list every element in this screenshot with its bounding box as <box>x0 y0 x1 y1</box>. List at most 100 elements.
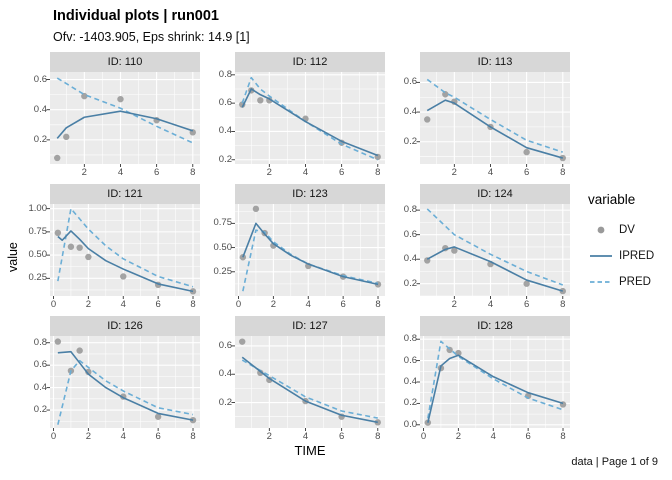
x-tick-label: 8 <box>375 431 381 442</box>
x-tick-label: 0 <box>50 431 57 442</box>
y-tick-label: 0.6 <box>218 339 232 351</box>
dv-point <box>63 133 70 141</box>
y-tick-label: 0.4 <box>218 368 232 380</box>
dv-point <box>154 413 162 420</box>
dv-point <box>424 116 431 123</box>
facet-id-128: ID: 128 0.0 0.2 0.4 0.6 0.8 0 2 4 6 8 <box>396 316 570 442</box>
facet-panel <box>231 204 385 299</box>
y-tick-label: 0.6 <box>218 97 232 109</box>
y-tick-label: 0.2 <box>403 135 417 147</box>
y-tick-label: 0.0 <box>403 418 417 430</box>
legend-key <box>588 274 614 290</box>
x-tick-label: 4 <box>117 167 124 178</box>
x-tick-label: 6 <box>338 167 345 178</box>
facet-grid: ID: 110 0.2 0.4 0.6 2 4 6 8 ID: 112 0.2 0.4 0.6 0.8 2… <box>26 52 570 442</box>
y-axis-title: value <box>6 242 20 272</box>
y-tick-label: 0.8 <box>403 333 417 345</box>
y-tick-label: 0.2 <box>33 404 47 416</box>
facet-id-110: ID: 110 0.2 0.4 0.6 2 4 6 8 <box>26 52 200 178</box>
ipred-line <box>241 356 378 424</box>
dashed-line-icon <box>590 281 612 283</box>
dv-point <box>117 95 124 103</box>
y-tick-label: 0.6 <box>403 354 417 366</box>
x-tick-label: 8 <box>190 431 196 442</box>
facet-panel <box>416 72 570 167</box>
x-tick-label: 4 <box>120 431 126 442</box>
y-tick-label: 0.4 <box>33 381 47 393</box>
ipred-line <box>426 246 564 292</box>
x-tick-label: 6 <box>525 431 531 442</box>
y-tick-label: 0.6 <box>403 76 417 88</box>
facet-panel <box>416 336 570 431</box>
legend-label: DV <box>619 224 635 236</box>
x-tick-label: 4 <box>305 299 311 310</box>
y-tick-label: 0.2 <box>403 277 417 289</box>
facet-plot-area <box>231 204 385 299</box>
pred-line <box>242 229 379 292</box>
dv-point <box>76 244 83 251</box>
dv-point <box>559 287 566 295</box>
x-tick-label: 6 <box>338 431 345 442</box>
legend-key <box>588 248 614 264</box>
x-tick-label: 2 <box>85 299 91 310</box>
dv-point <box>54 154 61 162</box>
x-tick-label: 2 <box>266 167 272 178</box>
x-tick-label: 2 <box>451 167 457 178</box>
pred-line <box>427 340 564 419</box>
facet-plot-area <box>46 336 200 431</box>
legend-key <box>588 222 614 238</box>
dv-point <box>257 97 264 104</box>
x-tick-label: 6 <box>155 299 161 310</box>
legend-label: PRED <box>619 276 651 288</box>
facet-plot-area <box>416 72 570 167</box>
page-caption: data | Page 1 of 9 <box>571 456 658 468</box>
x-tick-label: 4 <box>120 299 126 310</box>
dv-point <box>424 419 432 426</box>
x-tick-label: 2 <box>455 431 461 442</box>
dv-point <box>266 376 273 384</box>
facet-id-123: ID: 123 0.25 0.50 0.75 0 2 4 6 8 <box>211 184 385 310</box>
x-tick-label: 0 <box>50 299 57 310</box>
facet-panel <box>46 204 200 299</box>
dv-point <box>67 243 75 250</box>
y-tick-label: 0.2 <box>33 133 47 145</box>
y-tick-label: 0.2 <box>218 153 232 165</box>
x-tick-label: 8 <box>375 167 381 178</box>
x-tick-label: 2 <box>85 431 91 442</box>
facet-plot-area <box>46 72 200 167</box>
x-tick-label: 6 <box>523 167 530 178</box>
x-tick-label: 8 <box>190 299 196 310</box>
ipred-line <box>426 99 563 159</box>
x-tick-label: 6 <box>155 431 161 442</box>
legend: variable DV IPRED PRED <box>588 192 670 295</box>
facet-id-112: ID: 112 0.2 0.4 0.6 0.8 2 4 6 8 <box>211 52 385 178</box>
y-tick-label: 0.2 <box>218 396 232 408</box>
facet-strip: ID: 112 <box>235 52 385 72</box>
y-tick-label: 0.6 <box>33 359 47 371</box>
dv-point <box>239 338 246 345</box>
figure-header: Individual plots | run001 Ofv: -1403.905… <box>53 8 250 45</box>
dv-point <box>54 229 62 237</box>
pred-line <box>57 359 194 425</box>
y-tick-label: 0.6 <box>403 228 417 240</box>
y-tick-label: 0.4 <box>33 103 47 115</box>
x-tick-label: 8 <box>560 167 566 178</box>
facet-strip: ID: 121 <box>50 184 200 204</box>
dv-point <box>120 273 127 280</box>
y-tick-label: 0.4 <box>218 125 232 137</box>
y-tick-label: 0.8 <box>33 336 47 348</box>
legend-item-pred: PRED <box>588 269 670 295</box>
dv-point <box>455 349 462 357</box>
x-tick-label: 8 <box>560 299 566 310</box>
dv-point <box>559 154 566 162</box>
facet-plot-area <box>46 204 200 299</box>
solid-line-icon <box>590 255 612 257</box>
y-tick-label: 0.8 <box>403 204 417 216</box>
x-tick-label: 2 <box>266 431 272 442</box>
plot-title: Individual plots | run001 <box>53 8 219 24</box>
dv-point <box>523 280 530 287</box>
y-tick-label: 0.2 <box>403 397 417 409</box>
dv-point <box>442 91 449 98</box>
dv-point-icon <box>597 226 605 234</box>
x-tick-label: 8 <box>560 431 566 442</box>
